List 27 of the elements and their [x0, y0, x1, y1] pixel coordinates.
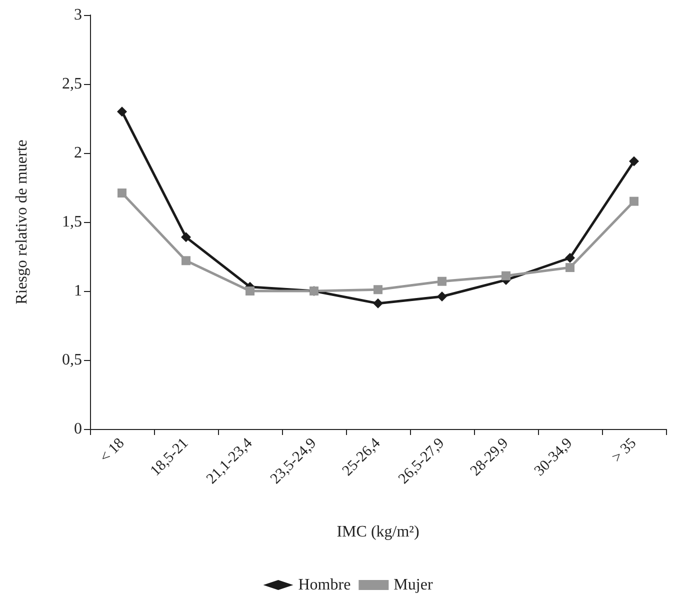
y-axis-title: Riesgo relativo de muerte [14, 140, 30, 304]
point [182, 256, 190, 266]
y-tick-label: 3 [74, 6, 82, 24]
y-tick-label: 2 [74, 144, 82, 162]
point [502, 271, 510, 280]
point [117, 106, 127, 117]
y-tick-label: 0,5 [62, 352, 82, 368]
y-tick-label: 2,5 [62, 76, 82, 92]
point [438, 276, 446, 286]
legend-label: Hombre [298, 576, 351, 594]
y-tick-label: 1 [74, 282, 82, 300]
point [630, 196, 638, 206]
y-tick-label: 1,5 [62, 214, 82, 230]
point [373, 298, 383, 308]
point [181, 232, 191, 242]
legend-label: Mujer [394, 576, 434, 594]
point [246, 286, 254, 296]
point [566, 263, 574, 272]
x-tick-label: < 18 [97, 435, 128, 466]
point [374, 285, 382, 294]
x-tick-label: > 35 [609, 435, 640, 466]
y-tick-label: 0 [74, 420, 82, 438]
x-axis-title: IMC (kg/m²) [336, 524, 420, 540]
point [565, 252, 575, 263]
point [437, 292, 447, 302]
point [629, 156, 639, 166]
point [118, 188, 126, 198]
